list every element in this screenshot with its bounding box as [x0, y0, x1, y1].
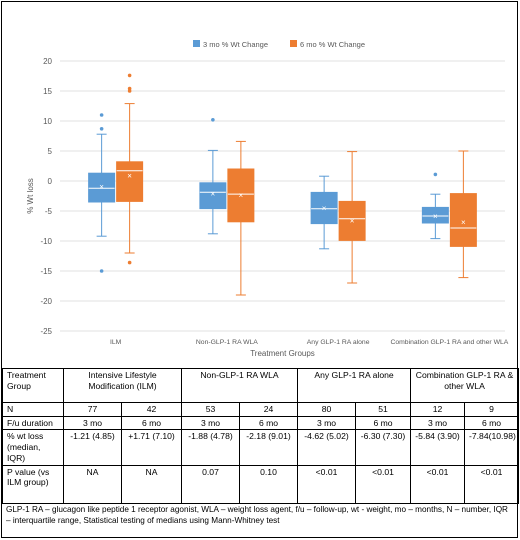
mean-marker: ×: [433, 212, 438, 221]
cell: 51: [355, 402, 412, 417]
row-label: P value (vs ILM group): [2, 464, 64, 504]
cell: 24: [238, 402, 299, 417]
y-axis-label: % Wt loss: [26, 178, 35, 214]
box: [116, 161, 144, 202]
box: [310, 191, 338, 225]
cell: <0.01: [464, 464, 520, 504]
mean-marker: ×: [127, 172, 132, 181]
y-tick-label: 0: [48, 177, 53, 186]
y-tick-label: -20: [40, 297, 52, 306]
mean-marker: ×: [350, 217, 355, 226]
cell: 3 mo: [181, 415, 240, 431]
cell: -6.30 (7.30): [355, 429, 412, 466]
cell: 3 mo: [63, 415, 122, 431]
legend-label: 6 mo % Wt Change: [300, 40, 365, 49]
cell: 0.10: [238, 464, 299, 504]
header-treatment-group: Treatment Group: [2, 368, 64, 403]
x-axis-label: Treatment Groups: [250, 349, 315, 358]
cell: 6 mo: [121, 415, 182, 431]
header-combination: Combination GLP-1 RA & other WLA: [410, 368, 520, 403]
table-row-wt-loss: % wt loss (median, IQR) -1.21 (4.85) +1.…: [2, 429, 520, 466]
table-row-n: N 77 42 53 24 80 51 12 9: [2, 402, 520, 417]
cell: <0.01: [355, 464, 412, 504]
footnote: GLP-1 RA – glucagon like peptide 1 recep…: [6, 505, 508, 526]
row-label: % wt loss (median, IQR): [2, 429, 64, 466]
legend-swatch: [193, 40, 200, 47]
cell: 6 mo: [238, 415, 299, 431]
outlier-point: [211, 118, 215, 122]
x-tick-label: ILM: [110, 339, 122, 346]
cell: NA: [121, 464, 182, 504]
cell: 0.07: [181, 464, 240, 504]
cell: +1.71 (7.10): [121, 429, 182, 466]
cell: 6 mo: [355, 415, 412, 431]
cell: -7.84(10.98): [464, 429, 520, 466]
cell: 3 mo: [410, 415, 466, 431]
x-tick-label: Non-GLP-1 RA WLA: [196, 339, 258, 346]
cell: 77: [63, 402, 122, 417]
outlier-point: [99, 127, 104, 131]
header-non-glp1: Non-GLP-1 RA WLA: [180, 368, 299, 403]
y-tick-label: 10: [43, 117, 52, 126]
table-row-p-value: P value (vs ILM group) NA NA 0.07 0.10 <…: [2, 464, 520, 504]
mean-marker: ×: [461, 218, 466, 227]
y-tick-label: 15: [43, 87, 52, 96]
mean-marker: ×: [99, 183, 104, 192]
mean-marker: ×: [211, 190, 216, 199]
cell: -4.62 (5.02): [297, 429, 357, 466]
box: [449, 193, 477, 247]
y-tick-label: -25: [40, 327, 52, 336]
outlier-point: [127, 73, 132, 78]
x-tick-label: Combination GLP-1 RA and other WLA: [390, 339, 508, 346]
row-label: F/u duration: [2, 415, 64, 431]
x-tick-label: Any GLP-1 RA alone: [307, 339, 370, 346]
cell: 3 mo: [297, 415, 357, 431]
y-tick-label: -15: [40, 267, 52, 276]
row-label: N: [2, 402, 64, 417]
mean-marker: ×: [322, 204, 327, 213]
summary-table: Treatment Group Intensive Lifestyle Modi…: [2, 368, 520, 504]
cell: 53: [181, 402, 240, 417]
outlier-point: [127, 260, 132, 265]
cell: <0.01: [410, 464, 466, 504]
cell: <0.01: [297, 464, 357, 504]
cell: 6 mo: [464, 415, 520, 431]
header-ilm: Intensive Lifestyle Modification (ILM): [63, 368, 182, 403]
outlier-point: [99, 113, 104, 117]
box: [421, 206, 449, 224]
cell: NA: [63, 464, 122, 504]
outlier-point: [99, 269, 104, 273]
box: [338, 200, 366, 241]
cell: 80: [297, 402, 357, 417]
box: [199, 182, 227, 210]
box: [88, 172, 116, 203]
outlier-point: [433, 172, 438, 177]
cell: -1.21 (4.85): [63, 429, 122, 466]
cell: 42: [121, 402, 182, 417]
cell: -2.18 (9.01): [238, 429, 299, 466]
legend-swatch: [290, 40, 297, 47]
box-plot-chart: 20 15 10 5 0 -5 -10 -15 -20 -25 % Wt loss Treatment…: [26, 40, 509, 358]
cell: -5.84 (3.90): [410, 429, 466, 466]
cell: 12: [410, 402, 466, 417]
table-row-fu-duration: F/u duration 3 mo 6 mo 3 mo 6 mo 3 mo 6 …: [2, 415, 520, 431]
y-tick-label: -10: [40, 237, 52, 246]
mean-marker: ×: [239, 191, 244, 200]
header-glp1-alone: Any GLP-1 RA alone: [297, 368, 412, 403]
table-header-row: Treatment Group Intensive Lifestyle Modi…: [2, 368, 520, 403]
cell: 9: [464, 402, 520, 417]
cell: -1.88 (4.78): [181, 429, 240, 466]
y-tick-label: 5: [48, 147, 53, 156]
y-tick-label: 20: [43, 57, 52, 66]
box: [227, 168, 255, 223]
legend-label: 3 mo % Wt Change: [203, 40, 268, 49]
y-tick-label: -5: [45, 207, 53, 216]
outlier-point: [127, 89, 132, 93]
